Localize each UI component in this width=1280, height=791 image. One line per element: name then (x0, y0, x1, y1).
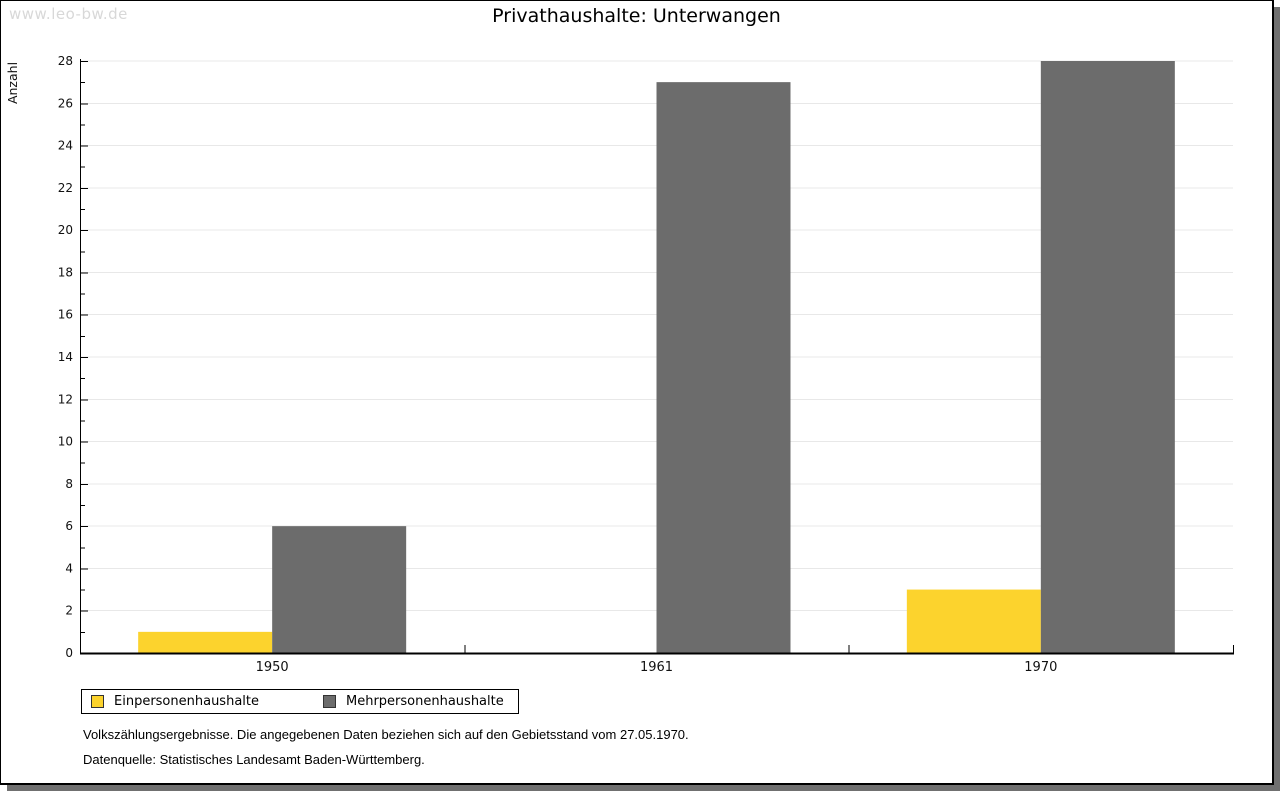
legend-item: Mehrpersonenhaushalte (323, 694, 504, 709)
y-tick-label: 10 (58, 435, 73, 449)
legend-label: Einpersonenhaushalte (114, 694, 259, 709)
bar-einpersonenhaushalte-1950 (138, 631, 273, 653)
y-tick-label: 26 (58, 96, 73, 110)
legend-item: Einpersonenhaushalte (91, 694, 259, 709)
x-category-label: 1970 (1024, 660, 1057, 675)
legend-swatch-einpersonenhaushalte (91, 695, 104, 708)
bar-mehrpersonenhaushalte-1961 (656, 82, 791, 653)
y-axis-title: Anzahl (5, 62, 20, 104)
chart-title: Privathaushalte: Unterwangen (492, 5, 781, 27)
watermark-text: www.leo-bw.de (9, 5, 128, 23)
y-tick-label: 18 (58, 265, 73, 279)
y-tick-label: 4 (65, 561, 73, 575)
y-tick-label: 20 (58, 223, 73, 237)
x-category-label: 1961 (640, 660, 673, 675)
bar-einpersonenhaushalte-1970 (906, 589, 1041, 653)
y-tick-label: 6 (65, 519, 73, 533)
legend: Einpersonenhaushalte Mehrpersonenhaushalt… (81, 689, 519, 714)
y-tick-label: 8 (65, 477, 73, 491)
footer-note: Volkszählungsergebnisse. Die angegebenen… (83, 727, 689, 742)
y-tick-label: 28 (58, 54, 73, 68)
y-tick-label: 0 (65, 646, 73, 660)
y-tick-label: 22 (58, 181, 73, 195)
bar-mehrpersonenhaushalte-1950 (272, 526, 407, 653)
y-tick-label: 12 (58, 392, 73, 406)
y-tick-label: 16 (58, 308, 73, 322)
page-shadow-right (1274, 7, 1280, 791)
legend-swatch-mehrpersonenhaushalte (323, 695, 336, 708)
y-tick-label: 24 (58, 139, 73, 153)
y-tick-label: 2 (65, 604, 73, 618)
y-tick-label: 14 (58, 350, 73, 364)
legend-label: Mehrpersonenhaushalte (346, 694, 504, 709)
footer-source: Datenquelle: Statistisches Landesamt Bad… (83, 752, 425, 767)
x-category-label: 1950 (256, 660, 289, 675)
page-shadow-bottom (7, 785, 1280, 791)
bar-mehrpersonenhaushalte-1970 (1040, 61, 1175, 653)
